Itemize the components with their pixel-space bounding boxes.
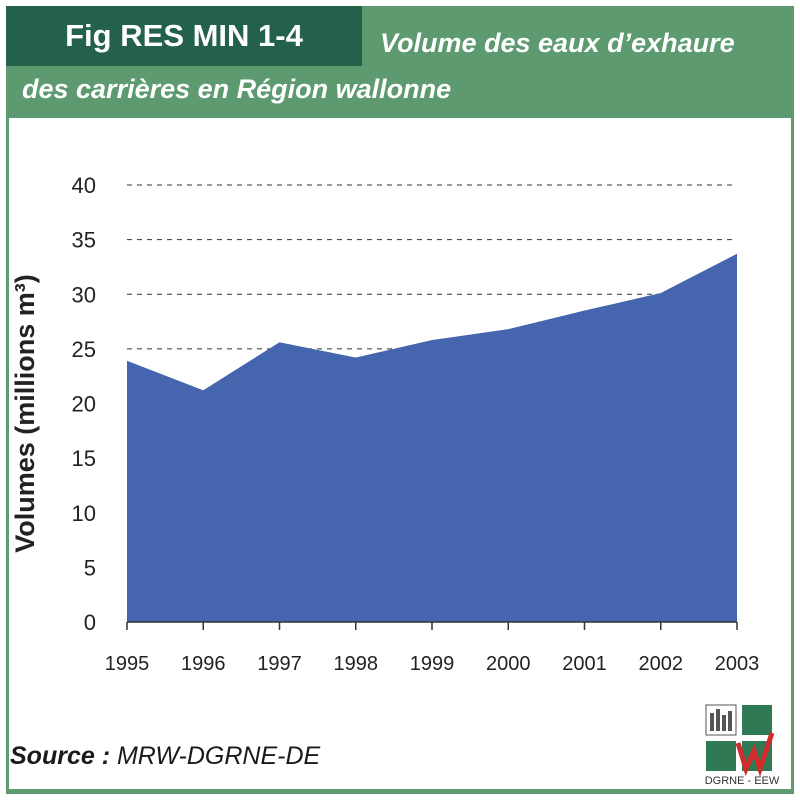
figure-id: RES MIN 1-4	[120, 18, 303, 53]
chart-area: 1995 1996 1997 1998 1999 2000 2001 2002 2003 0 5 10…	[0, 118, 800, 718]
y-axis-label: Volumes (millions m³)	[10, 274, 40, 553]
y-tick-label-30: 30	[72, 282, 96, 307]
x-tick-label-1998: 1998	[334, 653, 379, 675]
source-label: Source :	[10, 742, 111, 770]
source-value: MRW-DGRNE-DE	[116, 742, 321, 770]
logo-caption: DGRNE - EEW	[704, 775, 780, 787]
y-tick-label-40: 40	[72, 173, 96, 198]
y-tick-label-35: 35	[72, 228, 96, 253]
chart-title-line2: des carrières en Région wallonne	[22, 74, 452, 104]
y-tick-label-25: 25	[72, 337, 96, 362]
area-chart: 1995 1996 1997 1998 1999 2000 2001 2002 20030510…	[10, 173, 760, 675]
x-tick-label-2003: 2003	[715, 653, 760, 675]
x-tick-label-2000: 2000	[486, 653, 531, 675]
y-tick-label-15: 15	[72, 446, 96, 471]
x-tick-label-1995: 1995	[105, 653, 150, 675]
source-note: Source : MRW-DGRNE-DE	[10, 742, 320, 771]
chart-title-line1: Volume des eaux d’exhaure	[380, 28, 735, 58]
frame-left	[6, 118, 9, 794]
y-tick-label-20: 20	[72, 392, 96, 417]
figure-id-box: Fig RES MIN 1-4	[6, 6, 362, 66]
y-tick-label-10: 10	[72, 501, 96, 526]
dgrne-logo-icon	[705, 704, 775, 777]
x-tick-label-2001: 2001	[562, 653, 607, 675]
x-tick-label-2002: 2002	[639, 653, 684, 675]
x-tick-label-1996: 1996	[181, 653, 226, 675]
frame-right	[791, 118, 794, 794]
frame-bottom	[6, 789, 794, 794]
figure-prefix: Fig	[65, 18, 112, 53]
x-tick-label-1997: 1997	[257, 653, 302, 675]
area-series-overlay	[127, 253, 737, 622]
y-tick-label-5: 5	[84, 555, 96, 580]
y-tick-label-0: 0	[84, 610, 96, 635]
x-tick-label-1999: 1999	[410, 653, 455, 675]
